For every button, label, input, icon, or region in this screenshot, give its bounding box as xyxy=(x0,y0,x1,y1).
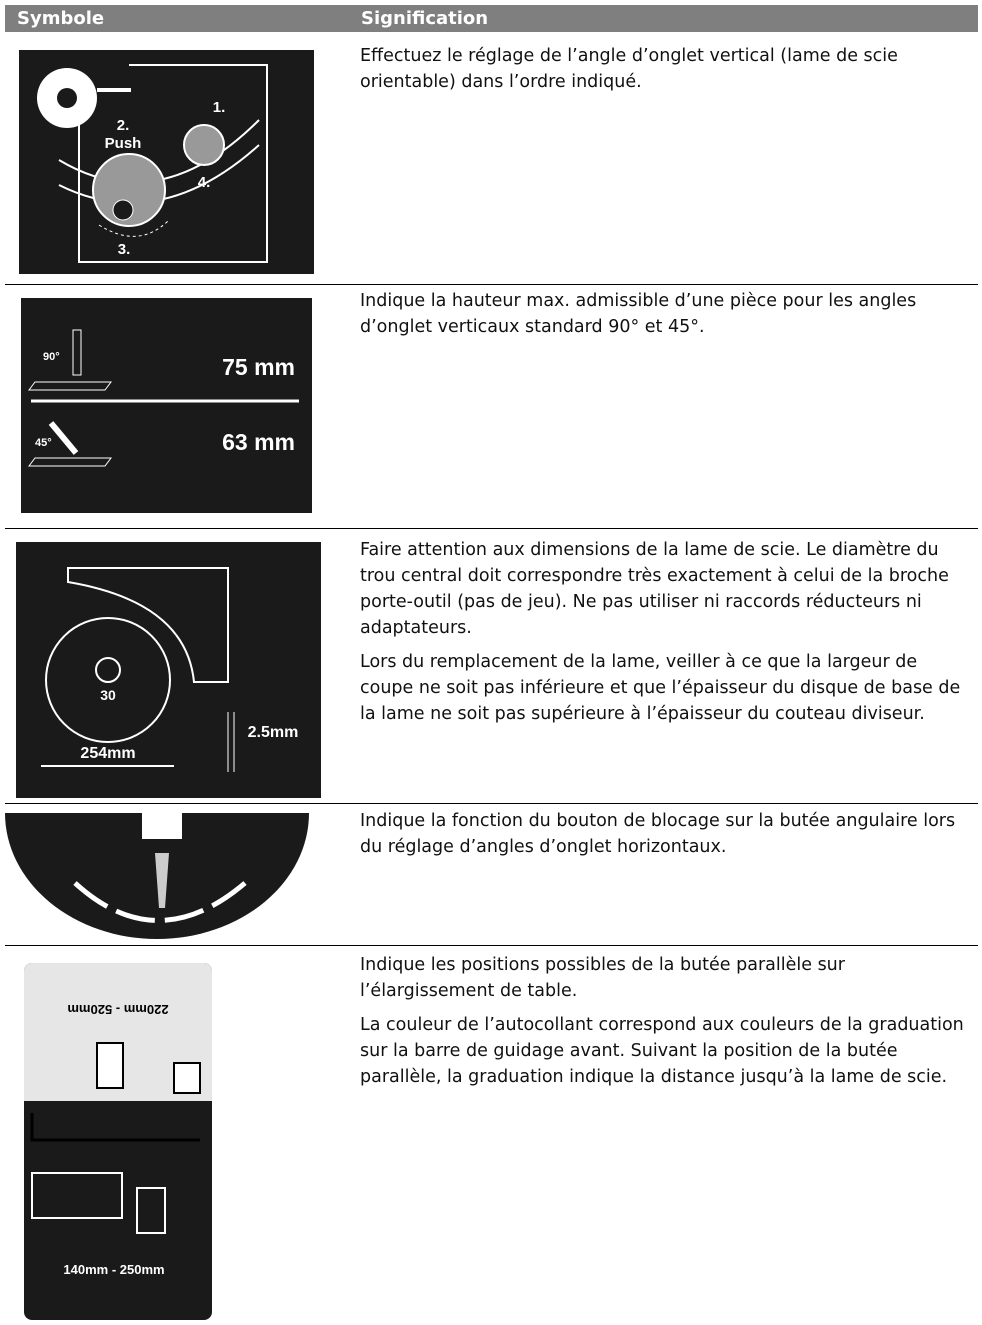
description: Indique la hauteur max. admissible d’une… xyxy=(360,288,972,348)
paragraph: La couleur de l’autocollant correspond a… xyxy=(360,1015,964,1087)
paragraph: Faire attention aux dimensions de la lam… xyxy=(360,540,949,638)
symbol-lock-knob xyxy=(5,813,309,939)
symbol-rip-fence: 220mm - 520mm 140mm - 250mm xyxy=(24,963,212,1320)
row-separator xyxy=(5,528,978,529)
symbol-max-height: 90° 75 mm 45° 63 mm xyxy=(21,298,312,513)
paragraph: Lors du remplacement de la lame, veiller… xyxy=(360,652,961,724)
symbol-miter-adjust: 1. 2. Push 3. 4. xyxy=(19,50,314,274)
height-label: 75 mm xyxy=(222,354,295,380)
range-label: 140mm - 250mm xyxy=(63,1262,164,1277)
description: Indique les positions possibles de la bu… xyxy=(360,952,972,1098)
description: Indique la fonction du bouton de blocage… xyxy=(360,808,972,868)
dimension-label: 254mm xyxy=(80,745,135,762)
angle-label: 45° xyxy=(35,437,52,449)
angle-label: 90° xyxy=(43,351,60,363)
table-header: Symbole Signification xyxy=(5,5,978,32)
step-label: 2. xyxy=(117,117,130,134)
paragraph: Indique les positions possibles de la bu… xyxy=(360,955,845,1001)
row-separator xyxy=(5,803,978,804)
description: Effectuez le réglage de l’angle d’onglet… xyxy=(360,43,972,103)
paragraph: Effectuez le réglage de l’angle d’onglet… xyxy=(360,46,898,92)
step-label: 3. xyxy=(118,241,131,258)
paragraph: Indique la hauteur max. admissible d’une… xyxy=(360,291,917,337)
row-separator xyxy=(5,284,978,285)
header-cell: Symbole xyxy=(17,8,105,29)
step-label: Push xyxy=(105,135,142,152)
range-label: 220mm - 520mm xyxy=(67,1002,168,1017)
symbol-blade-dimensions: 30 254mm 2.5mm xyxy=(16,542,321,798)
description: Faire attention aux dimensions de la lam… xyxy=(360,537,972,735)
step-label: 4. xyxy=(198,174,211,191)
paragraph: Indique la fonction du bouton de blocage… xyxy=(360,811,956,857)
step-label: 1. xyxy=(213,99,226,116)
dimension-label: 30 xyxy=(100,687,116,703)
row-separator xyxy=(5,945,978,946)
height-label: 63 mm xyxy=(222,429,295,455)
header-cell: Signification xyxy=(361,8,489,29)
dimension-label: 2.5mm xyxy=(248,724,299,741)
